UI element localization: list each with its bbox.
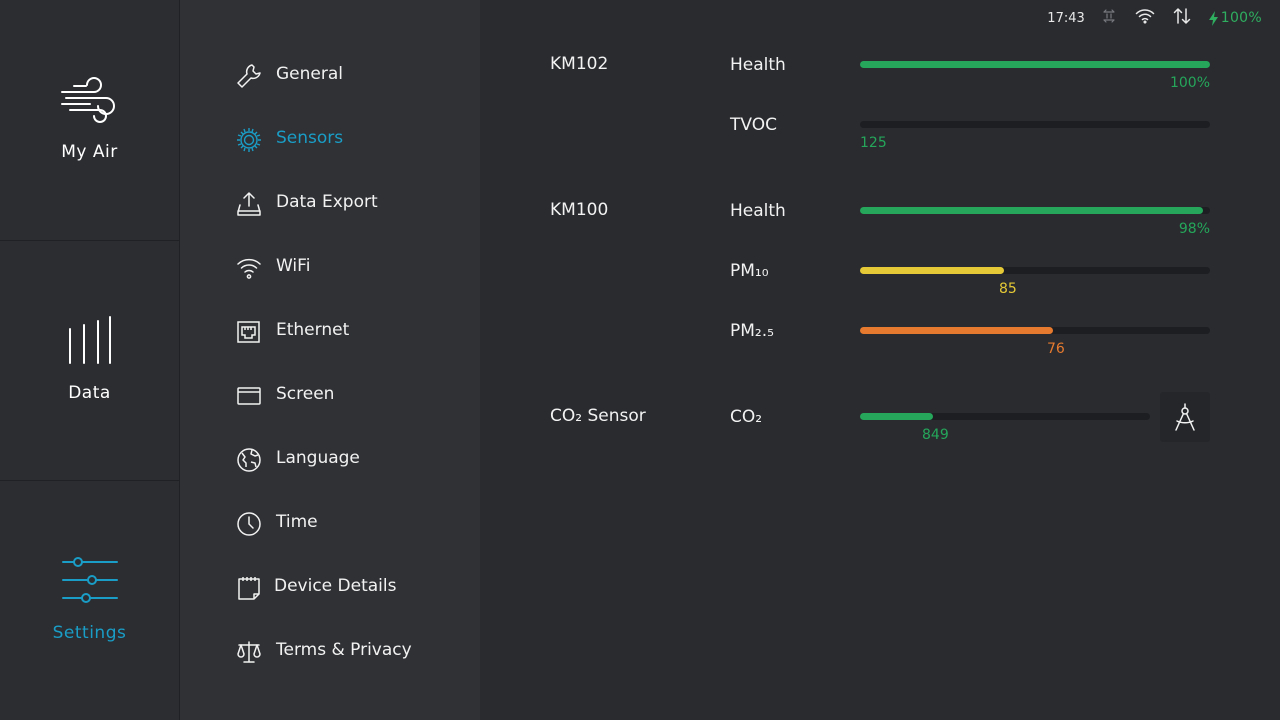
menu-label: Language — [276, 448, 360, 468]
menu-label: General — [276, 64, 343, 84]
bars-icon — [68, 316, 111, 364]
metric-value: 849 — [922, 427, 949, 443]
menu-item-device-details[interactable]: Device Details — [180, 562, 480, 614]
battery-level: 100% — [1220, 10, 1262, 26]
metric-name: PM₂.₅ — [730, 321, 774, 341]
metric-name: Health — [730, 201, 786, 221]
wrench-icon — [237, 64, 261, 88]
device-name: CO₂ Sensor — [550, 406, 646, 426]
screen-icon — [237, 387, 261, 405]
battery-status: 100% — [1208, 10, 1262, 26]
metric-value: 85 — [999, 281, 1017, 297]
metric-value: 98% — [1178, 221, 1210, 237]
sync-off-icon — [1101, 8, 1117, 28]
menu-item-general[interactable]: General — [180, 50, 480, 102]
wind-icon — [60, 77, 115, 123]
menu-label: Data Export — [276, 192, 378, 212]
menu-item-sensors[interactable]: Sensors — [180, 114, 480, 166]
menu-item-language[interactable]: Language — [180, 434, 480, 486]
nav-label: Data — [68, 383, 111, 403]
metric-value: 76 — [1047, 341, 1065, 357]
menu-label: Time — [276, 512, 318, 532]
wifi-icon — [237, 258, 261, 279]
metric-bar-fill — [860, 327, 1053, 334]
device-name: KM102 — [550, 54, 609, 74]
menu-item-data-export[interactable]: Data Export — [180, 178, 480, 230]
menu-item-screen[interactable]: Screen — [180, 370, 480, 422]
device-name: KM100 — [550, 200, 609, 220]
compass-calibrate-icon — [1175, 403, 1195, 431]
menu-label: Ethernet — [276, 320, 350, 340]
charging-bolt-icon — [1208, 10, 1218, 26]
upload-tray-icon — [237, 192, 261, 216]
metric-name: CO₂ — [730, 407, 763, 427]
nav-rail: My Air Data Settings — [0, 0, 180, 720]
nav-item-data[interactable]: Data — [0, 240, 179, 480]
calibrate-button[interactable] — [1160, 392, 1210, 442]
menu-label: Terms & Privacy — [276, 640, 412, 660]
status-bar: 17:43 100% — [1047, 8, 1262, 28]
wifi-icon — [1135, 8, 1155, 28]
scales-icon — [237, 641, 261, 663]
metric-bar-fill — [860, 61, 1210, 68]
metric-value: 125 — [860, 135, 887, 151]
metric-bar — [860, 207, 1210, 214]
globe-icon — [237, 448, 261, 472]
ethernet-port-icon — [237, 321, 260, 343]
metric-bar-fill — [860, 413, 933, 420]
clock-icon — [237, 512, 261, 536]
menu-item-ethernet[interactable]: Ethernet — [180, 306, 480, 358]
data-transfer-icon — [1173, 7, 1191, 29]
notepad-icon — [238, 577, 260, 600]
menu-item-wifi[interactable]: WiFi — [180, 242, 480, 294]
menu-item-time[interactable]: Time — [180, 498, 480, 550]
metric-name: TVOC — [730, 115, 777, 135]
nav-label: My Air — [61, 142, 118, 162]
sliders-icon — [61, 557, 118, 603]
nav-item-settings[interactable]: Settings — [0, 480, 179, 720]
metric-bar — [860, 121, 1210, 128]
metric-bar-fill — [860, 267, 1004, 274]
metric-bar-fill — [860, 207, 1203, 214]
settings-menu: General Sensors Data Export WiFi — [180, 0, 480, 720]
metric-bar — [860, 267, 1210, 274]
clock: 17:43 — [1047, 10, 1085, 26]
metric-name: PM₁₀ — [730, 261, 769, 281]
metric-name: Health — [730, 55, 786, 75]
menu-label: Screen — [276, 384, 335, 404]
menu-item-terms-privacy[interactable]: Terms & Privacy — [180, 626, 480, 678]
metric-value: 100% — [1169, 75, 1210, 91]
nav-label: Settings — [52, 623, 127, 643]
nav-item-my-air[interactable]: My Air — [0, 0, 179, 240]
metric-bar — [860, 413, 1150, 420]
menu-label: Device Details — [274, 576, 397, 596]
metric-bar — [860, 327, 1210, 334]
menu-label: Sensors — [276, 128, 344, 148]
chip-icon — [237, 128, 261, 152]
menu-label: WiFi — [276, 256, 311, 276]
sensors-panel: KM102 Health 100% TVOC 125 KM100 Health … — [480, 0, 1280, 720]
metric-bar — [860, 61, 1210, 68]
